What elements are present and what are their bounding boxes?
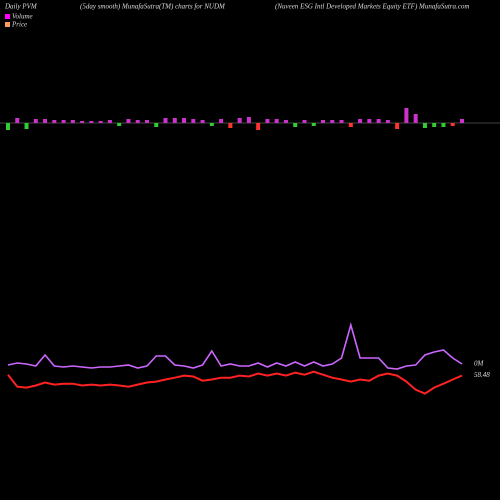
pvm-bar — [24, 123, 29, 129]
pvm-bar — [209, 123, 214, 126]
series-line — [7, 370, 463, 395]
pvm-bar — [191, 119, 196, 123]
pvm-bar — [367, 119, 372, 123]
pvm-bar — [460, 119, 464, 123]
legend-label: Volume — [12, 13, 33, 21]
pvm-bar — [311, 123, 316, 126]
chart-description: (Nuveen ESG Intl Developed Markets Equit… — [275, 3, 469, 11]
last-label: 58.48 — [474, 371, 490, 379]
pvm-bar — [450, 123, 455, 126]
pvm-bar — [107, 120, 112, 123]
pvm-bar — [15, 118, 20, 123]
pvm-bar — [395, 123, 400, 129]
pvm-bar — [80, 121, 85, 123]
pvm-bar — [256, 123, 261, 130]
series-line — [7, 322, 463, 370]
pvm-bar — [376, 119, 381, 123]
pvm-bar — [274, 119, 279, 123]
pvm-bar — [422, 123, 427, 128]
pvm-bar — [144, 120, 149, 123]
pvm-bar — [358, 119, 363, 123]
pvm-bar — [6, 123, 10, 130]
pvm-bar — [302, 120, 307, 123]
pvm-bar — [441, 123, 446, 127]
pvm-bar — [70, 120, 75, 123]
pvm-bar — [413, 114, 418, 123]
pvm-bar — [330, 120, 335, 123]
pvm-bar — [98, 121, 103, 123]
pvm-bar — [321, 120, 326, 123]
pvm-bar — [283, 120, 288, 123]
pvm-bar — [89, 121, 94, 123]
pvm-bar — [117, 123, 122, 126]
pvm-bar — [61, 120, 66, 123]
pvm-bar — [154, 123, 159, 127]
pvm-bar — [182, 118, 187, 123]
pvm-bar — [246, 117, 251, 123]
pvm-bar — [33, 119, 38, 123]
pvm-bar — [385, 120, 390, 123]
legend-label: Price — [11, 21, 27, 29]
pvm-bar — [432, 123, 437, 127]
pvm-bar — [172, 118, 177, 123]
pvm-bar — [228, 123, 233, 128]
pvm-bar — [348, 123, 353, 127]
pvm-bar — [293, 123, 298, 127]
pvm-bar — [135, 120, 140, 123]
pvm-bar — [265, 119, 270, 123]
legend-swatch — [5, 14, 10, 19]
last-label: 0M — [474, 360, 485, 368]
pvm-bar — [43, 119, 48, 123]
pvm-bar — [200, 120, 205, 123]
pvm-bar — [219, 119, 224, 123]
pvm-bar — [126, 119, 131, 123]
chart-title: Daily PVM — [4, 3, 38, 11]
chart-subtitle: (5day smooth) MunafaSutra(TM) charts for… — [80, 3, 226, 11]
pvm-bar — [52, 120, 57, 123]
pvm-bar — [339, 120, 344, 123]
pvm-bar — [163, 118, 168, 123]
legend-swatch — [5, 22, 10, 27]
pvm-bar — [237, 118, 242, 123]
pvm-bar — [404, 108, 409, 123]
